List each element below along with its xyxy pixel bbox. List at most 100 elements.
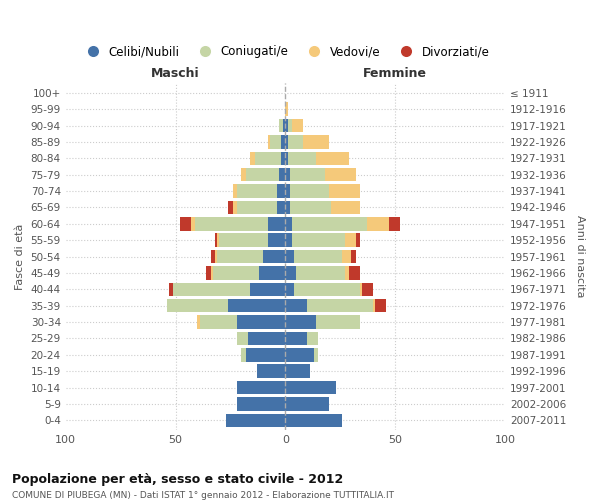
Bar xyxy=(287,135,303,148)
Bar xyxy=(307,332,319,345)
Bar xyxy=(259,266,286,280)
Bar xyxy=(217,250,263,264)
Bar xyxy=(360,282,362,296)
Bar xyxy=(237,381,286,394)
Bar xyxy=(228,299,286,312)
Bar xyxy=(268,234,286,247)
Bar xyxy=(206,266,211,280)
Bar xyxy=(237,397,286,410)
Bar xyxy=(213,266,259,280)
Bar xyxy=(286,102,287,116)
Text: Maschi: Maschi xyxy=(151,66,200,80)
Bar xyxy=(343,250,351,264)
Bar xyxy=(314,348,319,362)
Bar xyxy=(376,299,386,312)
Bar xyxy=(286,316,316,329)
Bar xyxy=(316,316,360,329)
Bar xyxy=(329,184,360,198)
Bar xyxy=(344,266,349,280)
Bar xyxy=(287,152,316,165)
Bar xyxy=(257,364,286,378)
Bar xyxy=(286,266,296,280)
Bar xyxy=(197,316,200,329)
Bar xyxy=(331,200,360,214)
Bar xyxy=(217,234,220,247)
Bar xyxy=(286,152,287,165)
Bar xyxy=(351,250,356,264)
Bar xyxy=(290,184,329,198)
Text: COMUNE DI PIUBEGA (MN) - Dati ISTAT 1° gennaio 2012 - Elaborazione TUTTITALIA.IT: COMUNE DI PIUBEGA (MN) - Dati ISTAT 1° g… xyxy=(12,491,394,500)
Bar xyxy=(281,152,286,165)
Bar xyxy=(303,135,329,148)
Bar xyxy=(292,119,303,132)
Bar xyxy=(173,282,250,296)
Bar xyxy=(286,348,314,362)
Bar xyxy=(286,282,294,296)
Bar xyxy=(233,184,237,198)
Bar xyxy=(356,234,360,247)
Bar xyxy=(237,316,286,329)
Bar xyxy=(286,234,292,247)
Bar xyxy=(254,152,281,165)
Bar xyxy=(277,184,286,198)
Bar xyxy=(211,266,213,280)
Bar xyxy=(169,282,173,296)
Bar xyxy=(286,250,294,264)
Bar xyxy=(195,217,268,230)
Bar xyxy=(215,234,217,247)
Bar xyxy=(349,266,360,280)
Bar xyxy=(389,217,400,230)
Bar xyxy=(373,299,376,312)
Bar xyxy=(200,316,237,329)
Bar xyxy=(246,348,286,362)
Bar xyxy=(180,217,191,230)
Bar xyxy=(241,348,246,362)
Bar xyxy=(286,397,329,410)
Legend: Celibi/Nubili, Coniugati/e, Vedovi/e, Divorziati/e: Celibi/Nubili, Coniugati/e, Vedovi/e, Di… xyxy=(76,40,494,62)
Bar xyxy=(362,282,373,296)
Bar xyxy=(294,282,360,296)
Bar xyxy=(307,299,373,312)
Y-axis label: Anni di nascita: Anni di nascita xyxy=(575,216,585,298)
Bar xyxy=(215,250,217,264)
Bar xyxy=(279,119,283,132)
Bar xyxy=(286,332,307,345)
Bar xyxy=(263,250,286,264)
Bar xyxy=(279,168,286,181)
Bar xyxy=(277,200,286,214)
Bar xyxy=(287,119,292,132)
Bar xyxy=(316,152,349,165)
Bar xyxy=(250,282,286,296)
Text: Popolazione per età, sesso e stato civile - 2012: Popolazione per età, sesso e stato civil… xyxy=(12,472,343,486)
Bar xyxy=(296,266,344,280)
Bar xyxy=(268,217,286,230)
Bar xyxy=(286,414,343,427)
Bar xyxy=(292,234,344,247)
Bar xyxy=(286,299,307,312)
Bar xyxy=(226,414,286,427)
Bar xyxy=(250,152,254,165)
Bar xyxy=(286,217,292,230)
Bar xyxy=(286,184,290,198)
Bar xyxy=(228,200,233,214)
Bar xyxy=(367,217,389,230)
Bar xyxy=(286,381,336,394)
Bar xyxy=(220,234,268,247)
Bar xyxy=(268,135,270,148)
Bar xyxy=(325,168,356,181)
Text: Femmine: Femmine xyxy=(363,66,427,80)
Y-axis label: Fasce di età: Fasce di età xyxy=(15,224,25,290)
Bar xyxy=(292,217,367,230)
Bar xyxy=(237,184,277,198)
Bar xyxy=(290,200,331,214)
Bar xyxy=(211,250,215,264)
Bar xyxy=(290,168,325,181)
Bar xyxy=(286,364,310,378)
Bar xyxy=(286,119,287,132)
Bar xyxy=(286,135,287,148)
Bar xyxy=(270,135,281,148)
Bar xyxy=(167,299,228,312)
Bar xyxy=(294,250,343,264)
Bar xyxy=(233,200,237,214)
Bar xyxy=(237,332,248,345)
